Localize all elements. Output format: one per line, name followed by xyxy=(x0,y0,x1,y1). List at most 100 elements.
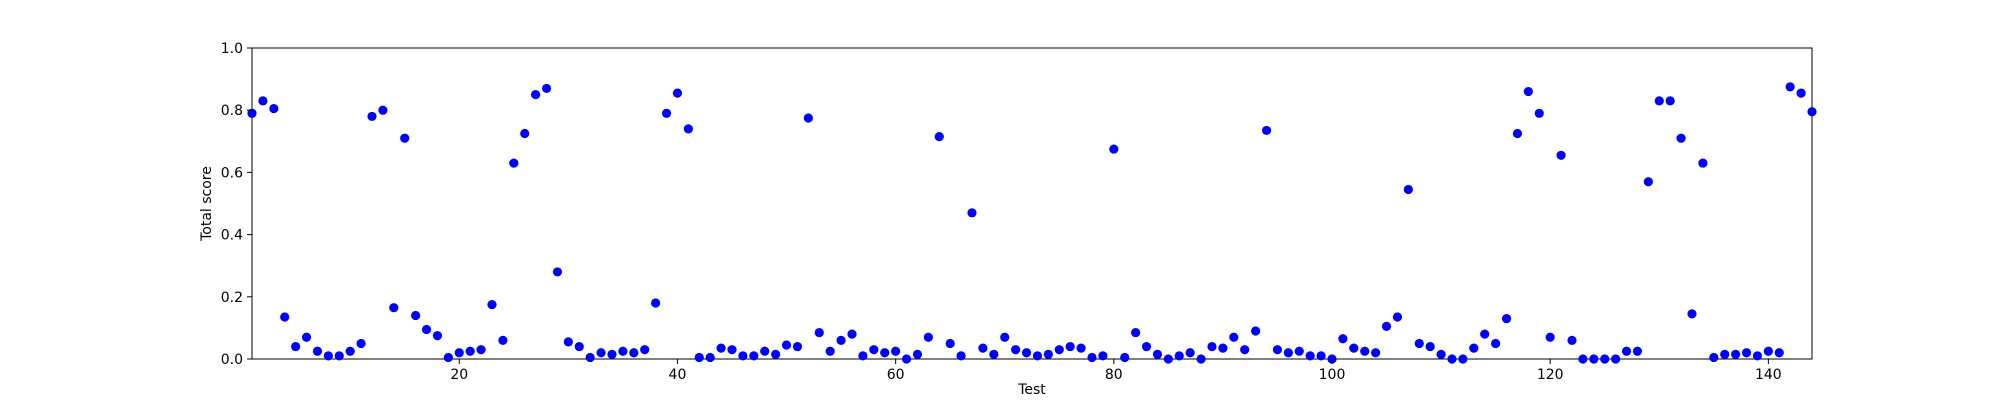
data-point xyxy=(258,96,268,106)
data-point xyxy=(1098,351,1108,361)
data-point xyxy=(465,346,475,356)
data-point xyxy=(1403,184,1413,195)
data-point xyxy=(1469,343,1479,353)
data-point xyxy=(1621,346,1632,356)
data-point xyxy=(1512,128,1523,139)
data-point xyxy=(1752,351,1763,361)
data-point xyxy=(1425,341,1435,352)
data-point xyxy=(1032,351,1043,361)
data-point xyxy=(1807,107,1817,117)
data-point xyxy=(1709,352,1719,363)
data-point xyxy=(901,354,912,364)
data-point xyxy=(1436,349,1446,359)
data-point xyxy=(651,298,661,308)
data-point xyxy=(738,351,748,361)
data-point xyxy=(661,108,672,118)
data-point xyxy=(934,132,944,142)
y-tick-label: 0.4 xyxy=(221,228,243,244)
data-point xyxy=(1294,346,1304,356)
data-point xyxy=(1534,108,1544,118)
data-point xyxy=(1381,321,1392,331)
data-point xyxy=(1251,326,1261,336)
data-point xyxy=(1283,348,1293,358)
data-point xyxy=(694,352,704,363)
data-point xyxy=(869,345,879,355)
data-point xyxy=(552,267,563,277)
data-point xyxy=(705,352,715,363)
data-point xyxy=(1414,338,1424,349)
data-point xyxy=(1589,354,1599,364)
data-point xyxy=(291,341,301,352)
data-point xyxy=(880,348,890,358)
data-point xyxy=(760,346,770,356)
data-point xyxy=(1141,341,1152,352)
data-point xyxy=(476,345,486,355)
data-point xyxy=(749,351,759,361)
y-axis: 0.0 0.2 0.4 0.6 0.8 1.0 xyxy=(221,41,252,368)
data-point xyxy=(1578,354,1588,364)
x-tick-label: 140 xyxy=(1755,367,1782,383)
x-tick-label: 60 xyxy=(887,367,905,383)
data-point xyxy=(1087,352,1097,363)
data-point xyxy=(1741,348,1752,358)
data-point xyxy=(1305,351,1315,361)
data-point xyxy=(563,337,573,347)
x-tick-label: 20 xyxy=(450,367,468,383)
data-point xyxy=(378,105,388,115)
data-point xyxy=(1567,335,1577,345)
data-point xyxy=(585,352,595,363)
data-point xyxy=(1185,348,1195,358)
data-point xyxy=(1349,343,1359,353)
data-point xyxy=(1501,313,1512,324)
data-point xyxy=(978,343,988,353)
x-axis-label: Test xyxy=(1017,382,1046,398)
data-point xyxy=(1120,352,1130,363)
data-point xyxy=(1054,345,1064,355)
data-point xyxy=(1338,334,1348,344)
data-point xyxy=(1643,177,1653,187)
data-point xyxy=(509,158,519,168)
data-point xyxy=(1021,348,1032,358)
data-point xyxy=(1665,96,1675,106)
data-point xyxy=(389,303,399,313)
data-point xyxy=(727,345,737,355)
data-point xyxy=(1774,348,1784,358)
data-point xyxy=(1720,349,1730,359)
data-point xyxy=(1480,329,1490,339)
data-point xyxy=(1000,332,1010,342)
data-point xyxy=(1174,351,1184,361)
data-point xyxy=(607,349,617,359)
data-point xyxy=(1152,349,1163,359)
data-point xyxy=(1600,354,1610,364)
data-point xyxy=(498,335,508,345)
data-point xyxy=(1698,158,1708,168)
data-point xyxy=(1011,345,1021,355)
data-point xyxy=(1316,351,1326,361)
data-point xyxy=(487,299,497,310)
data-point xyxy=(836,335,846,345)
y-tick-label: 1.0 xyxy=(221,41,243,57)
data-point xyxy=(781,340,792,350)
data-point xyxy=(247,108,257,118)
y-axis-label: Total score xyxy=(199,166,215,242)
data-point xyxy=(618,346,628,356)
plot-frame xyxy=(251,47,1813,360)
data-point xyxy=(858,351,868,361)
data-point xyxy=(356,338,366,349)
data-point xyxy=(1261,125,1272,136)
data-point xyxy=(1229,332,1239,342)
data-point xyxy=(1556,150,1566,160)
y-tick-label: 0.8 xyxy=(221,103,243,119)
data-point xyxy=(1207,341,1217,352)
data-point xyxy=(1076,343,1086,353)
x-axis: 20 40 60 80 100 120 140 xyxy=(450,359,1782,383)
data-point xyxy=(1796,88,1806,98)
x-tick-label: 40 xyxy=(669,367,687,383)
data-point xyxy=(1043,349,1053,359)
data-point xyxy=(629,348,639,358)
data-point xyxy=(520,128,530,139)
y-tick-label: 0.0 xyxy=(221,352,243,368)
data-point xyxy=(443,352,453,363)
data-point xyxy=(1109,144,1119,154)
